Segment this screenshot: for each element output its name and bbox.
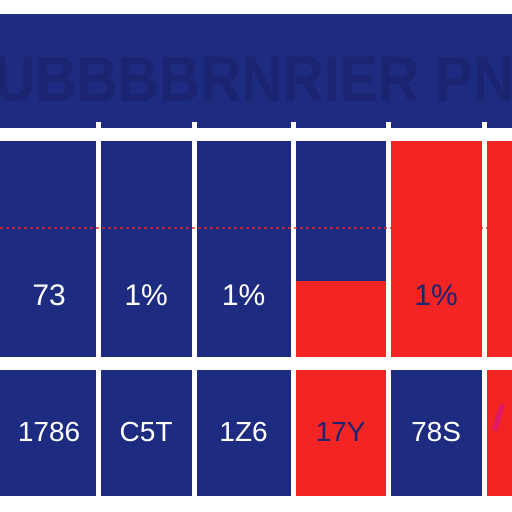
value-label-r2-c3: 1Z6 <box>219 416 267 447</box>
grid-vline-4 <box>386 122 391 498</box>
grid-vline-2 <box>192 122 197 498</box>
grid-hline-middle <box>0 357 512 370</box>
value-label-r1-c2: 1% <box>124 279 167 312</box>
grid-hline-bottom <box>0 496 512 512</box>
grid-layer <box>0 122 512 512</box>
chart-title: UBBBBRNRIER PN <box>0 43 512 115</box>
value-label-r2-c1: 1786 <box>18 416 80 447</box>
magenta-mark <box>492 404 505 431</box>
row1-cell-1 <box>0 140 98 357</box>
value-label-r2-c5: 78S <box>411 416 461 447</box>
row2-cell-5 <box>388 370 484 496</box>
row2-cell-1 <box>0 370 98 496</box>
row2-cell-6 <box>484 370 512 496</box>
row2-cell-2 <box>98 370 194 496</box>
grid-hline-top <box>0 134 512 141</box>
grid-vline-5 <box>482 122 487 498</box>
row1-cell-2 <box>98 140 194 357</box>
labels-layer: 73 1% 1% 1% 1786 C5T 1Z6 17Y 78S <box>18 279 461 447</box>
value-label-r2-c2: C5T <box>120 416 173 447</box>
grid-vline-1 <box>96 122 101 498</box>
row1-red-fill-4 <box>293 281 388 357</box>
value-label-r1-c5: 1% <box>414 279 457 312</box>
row2-cell-3 <box>194 370 293 496</box>
value-label-r2-c4: 17Y <box>316 416 366 447</box>
cells-layer <box>0 140 512 496</box>
title-band <box>0 14 512 128</box>
row1-cell-3 <box>194 140 293 357</box>
grid-vline-3 <box>291 122 296 498</box>
row1-red-fill-5 <box>388 140 484 357</box>
value-label-r1-c3: 1% <box>222 279 265 312</box>
value-label-r1-c1: 73 <box>32 279 65 312</box>
row2-cell-4 <box>293 370 388 496</box>
row1-red-fill-6 <box>484 140 512 357</box>
